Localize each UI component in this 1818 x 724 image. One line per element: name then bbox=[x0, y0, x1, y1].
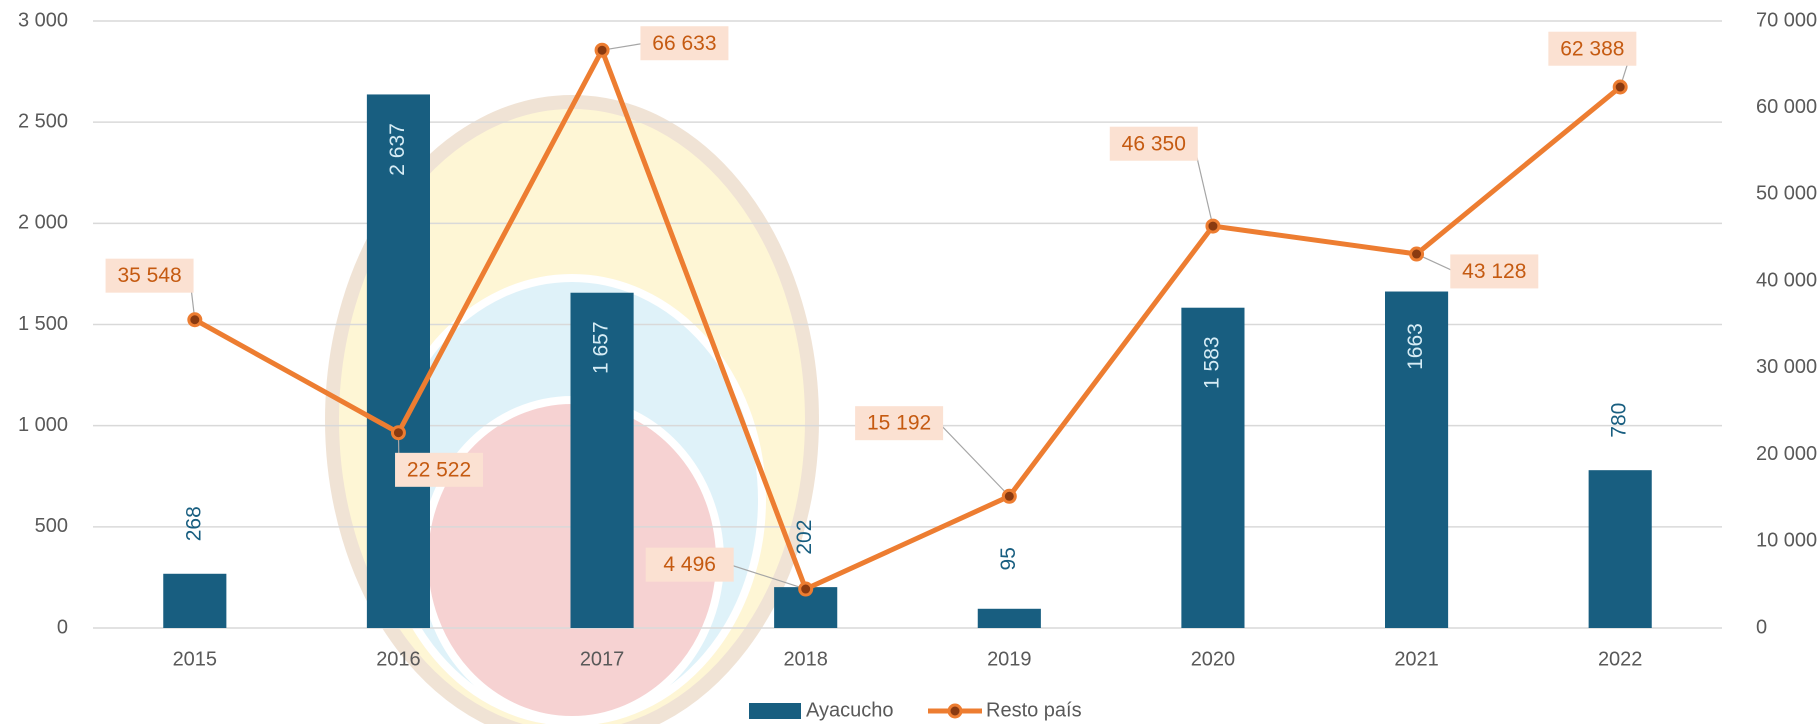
x-tick-label: 2016 bbox=[376, 648, 421, 670]
line-point bbox=[1205, 218, 1221, 234]
line-value-label: 46 350 bbox=[1122, 132, 1186, 155]
line-value-label: 4 496 bbox=[663, 553, 716, 576]
x-tick-label: 2022 bbox=[1598, 648, 1643, 670]
bar bbox=[1181, 307, 1245, 628]
bar-value-label: 95 bbox=[997, 547, 1020, 570]
line-value-label: 35 548 bbox=[117, 264, 181, 287]
y-tick-label: 3 000 bbox=[18, 9, 68, 31]
bar-value-label: 1 657 bbox=[590, 321, 613, 374]
y-tick-label: 0 bbox=[57, 616, 68, 638]
y2-tick-label: 50 000 bbox=[1756, 183, 1817, 205]
bar-value-label: 2 637 bbox=[386, 123, 409, 176]
y-tick-label: 500 bbox=[35, 515, 68, 537]
y2-tick-label: 10 000 bbox=[1756, 530, 1817, 552]
bar bbox=[163, 573, 227, 628]
x-tick-label: 2020 bbox=[1191, 648, 1236, 670]
x-tick-label: 2018 bbox=[783, 648, 828, 670]
bar bbox=[1588, 470, 1652, 628]
y-tick-label: 1 500 bbox=[18, 313, 68, 335]
x-tick-label: 2015 bbox=[173, 648, 218, 670]
data-label-box bbox=[395, 452, 484, 487]
line-point bbox=[594, 42, 610, 58]
x-tick-label: 2017 bbox=[580, 648, 625, 670]
line-point bbox=[390, 425, 406, 441]
y-tick-label: 2 000 bbox=[18, 212, 68, 234]
line bbox=[193, 47, 1622, 592]
line-value-label: 43 128 bbox=[1462, 260, 1526, 283]
y-tick-label: 1 000 bbox=[18, 414, 68, 436]
data-label-box bbox=[645, 547, 734, 582]
line-value-label: 15 192 bbox=[867, 412, 931, 435]
bar bbox=[366, 94, 430, 628]
bar-value-label: 268 bbox=[182, 506, 205, 541]
line-point bbox=[1409, 246, 1425, 262]
bar bbox=[977, 608, 1041, 628]
line-value-label: 66 633 bbox=[652, 32, 716, 55]
legend-label: Resto país bbox=[986, 699, 1082, 721]
line-value-label: 62 388 bbox=[1560, 37, 1624, 60]
y2-tick-label: 40 000 bbox=[1756, 269, 1817, 291]
line-point bbox=[1001, 488, 1017, 504]
line-point bbox=[1612, 79, 1628, 95]
data-label-box bbox=[105, 258, 194, 293]
bar-value-label: 202 bbox=[793, 520, 816, 555]
bar-value-label: 780 bbox=[1608, 403, 1631, 438]
legend-label: Ayacucho bbox=[806, 699, 893, 721]
y-tick-label: 2 500 bbox=[18, 110, 68, 132]
data-label-box bbox=[640, 26, 729, 61]
bar-value-label: 1663 bbox=[1404, 323, 1427, 370]
legend-swatch bbox=[749, 703, 801, 719]
line-value-label: 22 522 bbox=[407, 458, 471, 481]
data-label-box bbox=[1109, 126, 1198, 161]
data-label-box bbox=[1548, 31, 1637, 66]
line-point bbox=[798, 581, 814, 597]
x-tick-label: 2021 bbox=[1394, 648, 1439, 670]
y2-tick-label: 20 000 bbox=[1756, 443, 1817, 465]
y2-tick-label: 0 bbox=[1756, 616, 1767, 638]
y2-tick-label: 30 000 bbox=[1756, 356, 1817, 378]
legend-swatch bbox=[947, 703, 963, 719]
x-tick-label: 2019 bbox=[987, 648, 1032, 670]
y2-tick-label: 70 000 bbox=[1756, 9, 1817, 31]
bar bbox=[570, 292, 634, 628]
data-label-box bbox=[1450, 254, 1539, 289]
bar-value-label: 1 583 bbox=[1200, 336, 1223, 389]
bar bbox=[1385, 291, 1449, 628]
data-label-box bbox=[855, 406, 944, 441]
line-point bbox=[187, 312, 203, 328]
y2-tick-label: 60 000 bbox=[1756, 96, 1817, 118]
